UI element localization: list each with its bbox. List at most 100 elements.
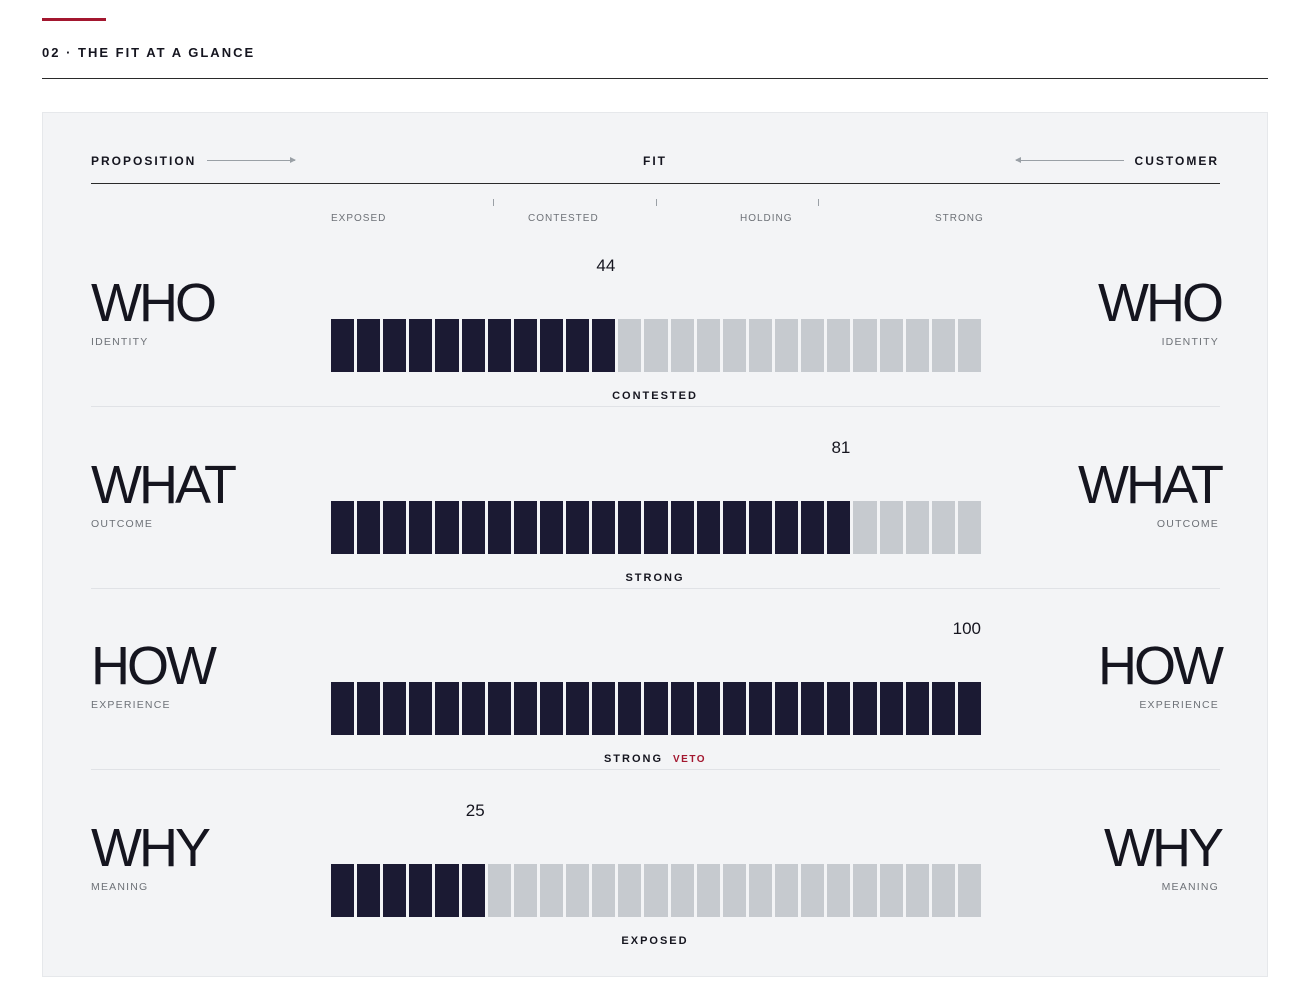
bar-segment-empty <box>618 319 642 372</box>
row-sublabel-left: IDENTITY <box>91 336 149 348</box>
fit-row-who: WHO IDENTITY 44 CONTESTED WHO IDENTITY <box>43 256 1267 438</box>
bar-segment-filled <box>435 319 459 372</box>
arrow-right-icon <box>207 157 296 163</box>
bar-segment-empty <box>879 319 903 372</box>
bar-segment-filled <box>539 501 564 554</box>
verdict-line: STRONG <box>43 572 1267 584</box>
verdict-label: CONTESTED <box>612 390 698 402</box>
bar-segment-filled <box>644 501 668 554</box>
bar-segment-filled <box>461 501 485 554</box>
score-label: 25 <box>465 801 485 820</box>
bar-segment-filled <box>383 682 407 735</box>
bar-segment-empty <box>748 864 773 917</box>
bar-segment-filled <box>409 864 433 917</box>
bar-segment-filled <box>357 501 381 554</box>
panel-divider <box>91 183 1220 184</box>
bar-segment-empty <box>853 864 877 917</box>
bar-segment-filled <box>827 501 851 554</box>
row-divider <box>91 406 1220 407</box>
row-label-left: WHO <box>91 273 217 333</box>
bar-segment-filled <box>931 682 955 735</box>
bar-segment-filled <box>827 682 851 735</box>
bar-segment-filled <box>331 501 355 554</box>
bar-segment-empty <box>696 319 720 372</box>
accent-rule <box>42 18 106 21</box>
zone-tick <box>818 199 819 206</box>
score-label: 44 <box>596 256 616 275</box>
bar-segment-empty <box>539 864 564 917</box>
bar-segment-filled <box>461 682 485 735</box>
bar-segment-filled <box>487 682 511 735</box>
zone-label-contested: CONTESTED <box>528 213 599 224</box>
row-sublabel-right: IDENTITY <box>1161 336 1219 348</box>
zone-tick <box>656 199 657 206</box>
bar-segment-empty <box>644 864 668 917</box>
bar-segment-filled <box>775 501 799 554</box>
bar-segment-filled <box>722 501 746 554</box>
segment-bar <box>331 682 981 735</box>
bar-segment-filled <box>435 501 459 554</box>
bar-segment-filled <box>801 682 825 735</box>
verdict-line: CONTESTED <box>43 390 1267 402</box>
bar-segment-empty <box>853 501 877 554</box>
segment-bar <box>331 864 981 917</box>
bar-segment-filled <box>409 501 433 554</box>
bar-segment-filled <box>670 501 694 554</box>
bar-segment-empty <box>801 319 825 372</box>
bar-segment-filled <box>566 682 590 735</box>
bar-segment-empty <box>722 864 746 917</box>
bar-segment-empty <box>618 864 642 917</box>
segment-bar <box>331 319 981 372</box>
bar-segment-empty <box>879 501 903 554</box>
row-label-left: WHY <box>91 818 211 878</box>
bar-segment-filled <box>331 864 355 917</box>
row-label-right: WHY <box>1104 818 1224 878</box>
segment-bar <box>331 501 981 554</box>
bar-segment-empty <box>827 319 851 372</box>
bar-segment-filled <box>331 682 355 735</box>
bar-segment-filled <box>383 864 407 917</box>
bar-segment-filled <box>357 319 381 372</box>
bar-segment-empty <box>853 319 877 372</box>
zone-label-exposed: EXPOSED <box>331 213 387 224</box>
bar-segment-filled <box>618 682 642 735</box>
verdict-line: STRONG VETO <box>43 753 1267 765</box>
verdict-line: EXPOSED <box>43 935 1267 947</box>
fit-row-how: HOW EXPERIENCE 100 STRONG VETO HOW EXPERI… <box>43 619 1267 801</box>
bar-segment-empty <box>905 864 929 917</box>
bar-segment-empty <box>670 319 694 372</box>
bar-segment-filled <box>357 864 381 917</box>
bar-segment-filled <box>513 501 537 554</box>
fit-row-what: WHAT OUTCOME 81 STRONG WHAT OUTCOME <box>43 438 1267 620</box>
row-divider <box>91 588 1220 589</box>
bar-segment-filled <box>513 319 537 372</box>
bar-segment-empty <box>513 864 537 917</box>
bar-segment-filled <box>618 501 642 554</box>
row-divider <box>91 769 1220 770</box>
bar-segment-empty <box>696 864 720 917</box>
bar-segment-filled <box>722 682 746 735</box>
bar-segment-filled <box>566 319 590 372</box>
bar-segment-empty <box>801 864 825 917</box>
bar-segment-filled <box>566 501 590 554</box>
bar-segment-empty <box>931 501 955 554</box>
zone-tick <box>493 199 494 206</box>
row-sublabel-left: MEANING <box>91 881 149 893</box>
bar-segment-filled <box>905 682 929 735</box>
bar-segment-filled <box>696 501 720 554</box>
score-label: 81 <box>831 438 851 457</box>
bar-segment-empty <box>775 319 799 372</box>
bar-segment-empty <box>487 864 511 917</box>
bar-segment-filled <box>853 682 877 735</box>
bar-segment-empty <box>722 319 746 372</box>
bar-segment-filled <box>461 319 485 372</box>
bar-segment-filled <box>748 682 773 735</box>
bar-segment-empty <box>748 319 773 372</box>
bar-segment-filled <box>383 501 407 554</box>
bar-segment-filled <box>592 319 616 372</box>
bar-segment-filled <box>513 682 537 735</box>
bar-segment-filled <box>435 682 459 735</box>
row-label-right: WHAT <box>1078 455 1224 515</box>
bar-segment-empty <box>931 864 955 917</box>
bar-segment-filled <box>435 864 459 917</box>
